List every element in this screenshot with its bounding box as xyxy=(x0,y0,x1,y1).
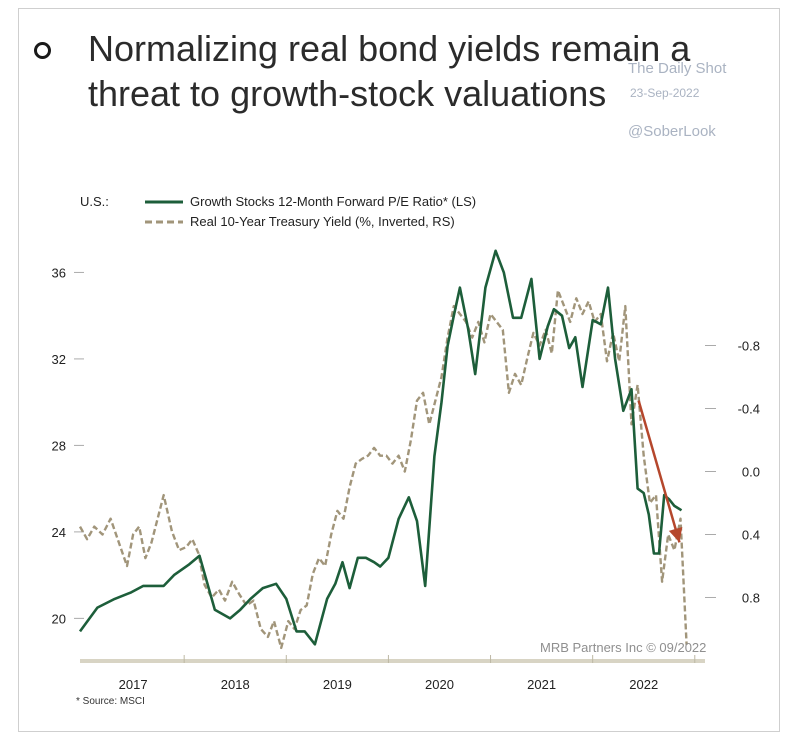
left-tick-label-2: 28 xyxy=(52,438,66,453)
legend-label-0: Growth Stocks 12-Month Forward P/E Ratio… xyxy=(190,194,476,209)
x-axis-baseline xyxy=(80,659,705,663)
x-tick-label-4: 2021 xyxy=(527,677,556,692)
watermark-handle: @SoberLook xyxy=(628,123,716,140)
x-tick-label-2: 2019 xyxy=(323,677,352,692)
series-line-1 xyxy=(78,289,688,650)
x-tick-label-3: 2020 xyxy=(425,677,454,692)
right-tick-label-2: 0.0 xyxy=(742,464,760,479)
chart-title: Normalizing real bond yields remain a th… xyxy=(88,28,691,114)
series-line-0 xyxy=(78,249,683,646)
x-tick-label-0: 2017 xyxy=(119,677,148,692)
x-tick-label-1: 2018 xyxy=(221,677,250,692)
chart-frame xyxy=(18,8,780,732)
right-tick-label-3: 0.4 xyxy=(742,527,760,542)
legend-label-1: Real 10-Year Treasury Yield (%, Inverted… xyxy=(190,214,455,229)
watermark-source: The Daily Shot xyxy=(628,60,727,77)
source-note: * Source: MSCI xyxy=(76,696,145,707)
left-tick-label-0: 20 xyxy=(52,611,66,626)
right-tick-label-4: 0.8 xyxy=(742,590,760,605)
right-tick-label-1: -0.4 xyxy=(738,402,760,417)
watermark-date: 23-Sep-2022 xyxy=(630,86,700,100)
x-tick-label-5: 2022 xyxy=(629,677,658,692)
bullet-icon xyxy=(34,42,51,59)
right-tick-label-0: -0.8 xyxy=(738,339,760,354)
annotation-arrow-shaft-0 xyxy=(637,400,681,543)
chart-credit: MRB Partners Inc © 09/2022 xyxy=(540,640,707,655)
left-tick-label-4: 36 xyxy=(52,265,66,280)
annotation-arrow-head-0 xyxy=(668,526,683,543)
legend-region-label: U.S.: xyxy=(80,194,109,209)
left-tick-label-3: 32 xyxy=(52,352,66,367)
left-tick-label-1: 24 xyxy=(52,525,66,540)
